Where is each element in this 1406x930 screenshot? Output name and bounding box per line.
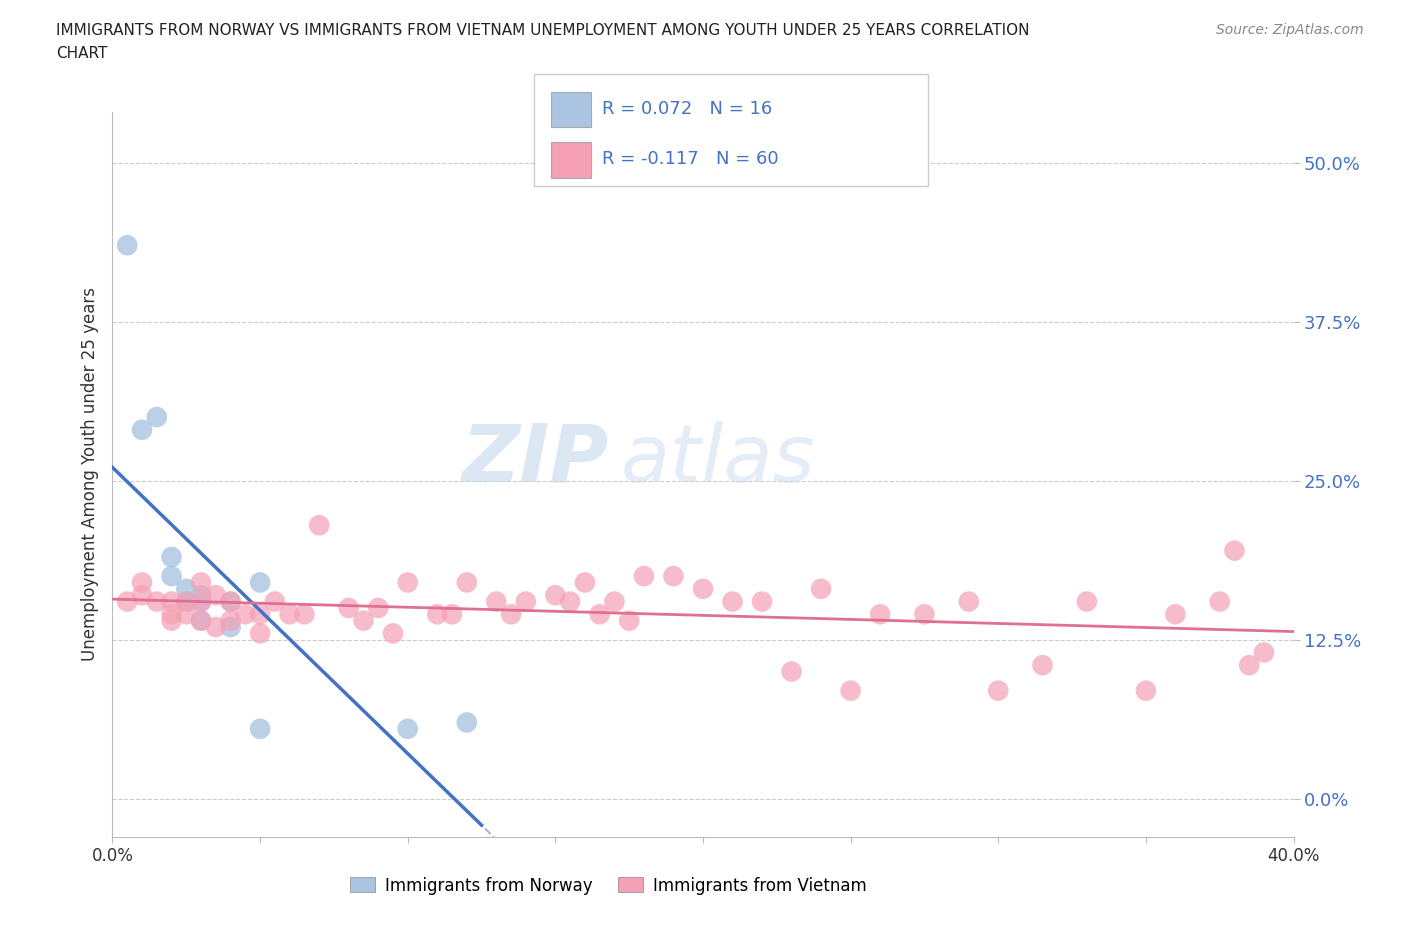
Point [1253, 645, 1275, 660]
Point [219, 594, 242, 609]
Point [987, 684, 1010, 698]
Point [190, 613, 212, 628]
Point [957, 594, 980, 609]
Point [692, 581, 714, 596]
Point [382, 626, 405, 641]
Point [160, 607, 183, 622]
Point [131, 422, 153, 437]
Point [456, 575, 478, 590]
Point [249, 607, 271, 622]
Point [160, 550, 183, 565]
Point [1208, 594, 1232, 609]
Point [662, 568, 685, 583]
Point [117, 238, 138, 253]
Point [810, 581, 832, 596]
Point [174, 594, 197, 609]
Point [249, 626, 271, 641]
Point [914, 607, 936, 622]
Point [544, 588, 567, 603]
Point [205, 619, 228, 634]
Text: IMMIGRANTS FROM NORWAY VS IMMIGRANTS FROM VIETNAM UNEMPLOYMENT AMONG YOUTH UNDER: IMMIGRANTS FROM NORWAY VS IMMIGRANTS FRO… [56, 23, 1029, 38]
Legend: Immigrants from Norway, Immigrants from Vietnam: Immigrants from Norway, Immigrants from … [343, 870, 873, 901]
Point [146, 594, 169, 609]
Text: R = 0.072   N = 16: R = 0.072 N = 16 [602, 100, 772, 118]
Point [558, 594, 582, 609]
Text: ZIP: ZIP [461, 420, 609, 498]
Point [396, 722, 419, 737]
Point [1135, 684, 1157, 698]
Point [869, 607, 891, 622]
Point [264, 594, 287, 609]
Point [1239, 658, 1261, 672]
Point [219, 619, 242, 634]
Point [352, 613, 374, 628]
Point [1076, 594, 1098, 609]
Point [337, 601, 360, 616]
Text: Source: ZipAtlas.com: Source: ZipAtlas.com [1216, 23, 1364, 37]
Point [441, 607, 464, 622]
Point [751, 594, 773, 609]
Point [131, 588, 153, 603]
Point [117, 594, 138, 609]
Point [233, 607, 256, 622]
Point [1223, 543, 1246, 558]
Point [396, 575, 419, 590]
Point [146, 409, 169, 424]
Y-axis label: Unemployment Among Youth under 25 years: Unemployment Among Youth under 25 years [80, 287, 98, 661]
Point [426, 607, 449, 622]
Point [190, 575, 212, 590]
Point [160, 594, 183, 609]
Text: R = -0.117   N = 60: R = -0.117 N = 60 [602, 150, 779, 168]
Point [174, 594, 197, 609]
Point [308, 518, 330, 533]
Point [174, 581, 197, 596]
Point [190, 588, 212, 603]
Point [160, 613, 183, 628]
Point [190, 613, 212, 628]
Point [633, 568, 655, 583]
Point [485, 594, 508, 609]
Point [1164, 607, 1187, 622]
Point [249, 722, 271, 737]
Point [131, 575, 153, 590]
Point [190, 594, 212, 609]
Point [780, 664, 803, 679]
Point [174, 607, 197, 622]
Point [367, 601, 389, 616]
Point [219, 613, 242, 628]
Point [501, 607, 523, 622]
Point [190, 594, 212, 609]
Point [619, 613, 641, 628]
Point [278, 607, 301, 622]
Point [249, 575, 271, 590]
Point [574, 575, 596, 590]
Point [205, 588, 228, 603]
Point [219, 594, 242, 609]
Text: atlas: atlas [620, 420, 815, 498]
Point [721, 594, 744, 609]
Point [839, 684, 862, 698]
Point [456, 715, 478, 730]
Point [292, 607, 315, 622]
Point [1032, 658, 1054, 672]
Text: CHART: CHART [56, 46, 108, 61]
Point [160, 568, 183, 583]
Point [588, 607, 610, 622]
Point [515, 594, 537, 609]
Point [603, 594, 626, 609]
